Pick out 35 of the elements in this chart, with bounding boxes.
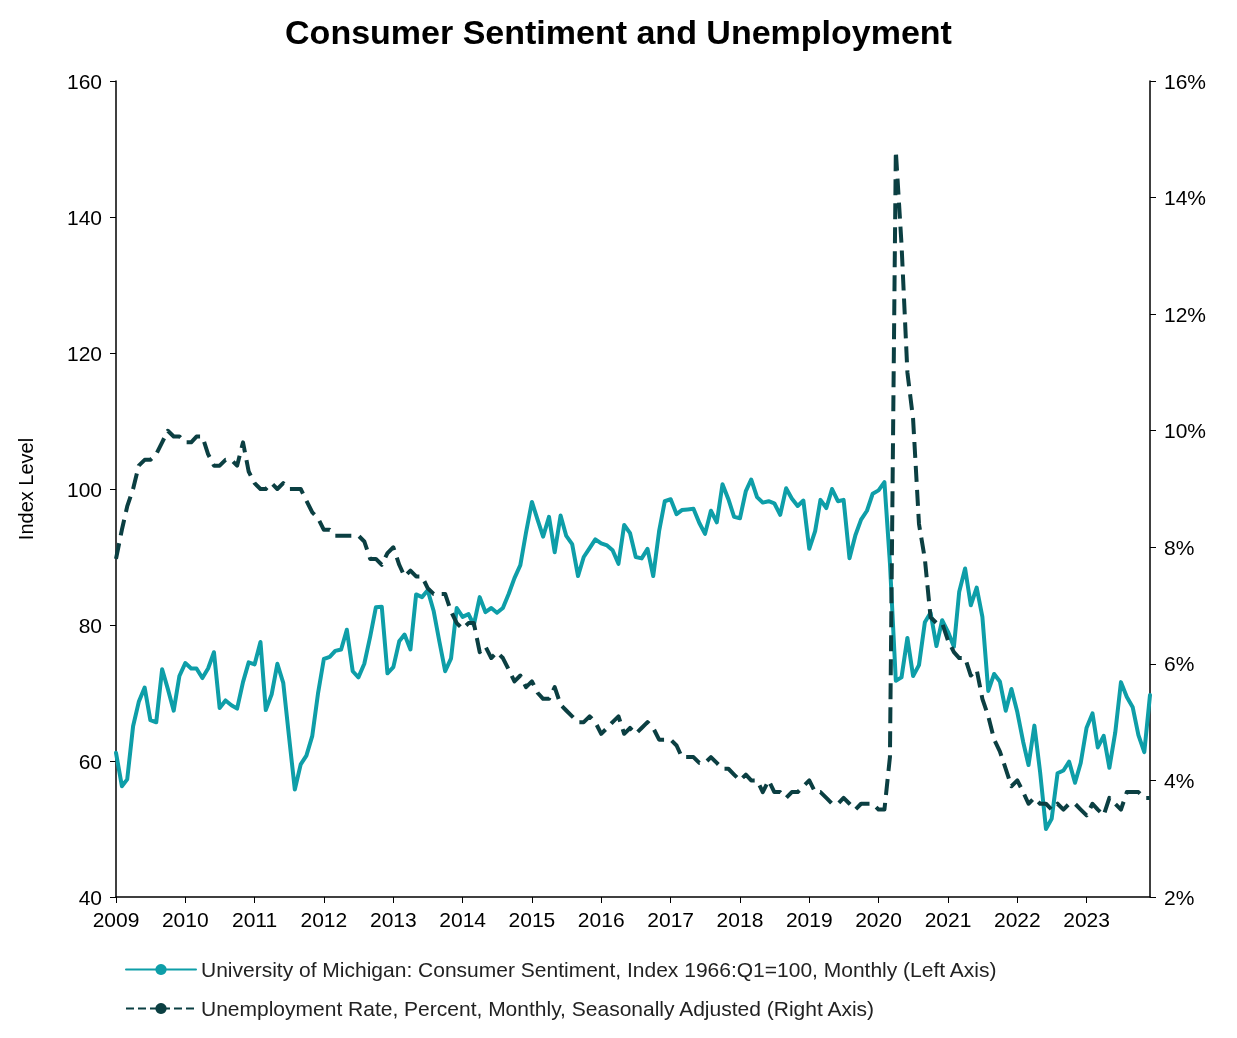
y2-tick-label: 8% <box>1164 535 1195 559</box>
y-tick-label: 80 <box>78 613 102 637</box>
chart-title: Consumer Sentiment and Unemployment <box>285 13 952 51</box>
y2-tick-label: 16% <box>1164 69 1207 93</box>
legend-label: University of Michigan: Consumer Sentiment, Index 1966:Q1=100, Monthly (Left Axis) <box>201 958 997 981</box>
x-tick-label: 2021 <box>924 908 972 931</box>
x-tick-label: 2014 <box>439 908 487 931</box>
x-tick-label: 2013 <box>369 908 417 931</box>
x-tick-label: 2017 <box>647 908 695 931</box>
y-axis-title: Index Level <box>15 437 37 541</box>
x-tick-label: 2009 <box>92 908 140 931</box>
y-tick-label: 60 <box>78 749 102 773</box>
x-tick-label: 2015 <box>508 908 556 931</box>
y-tick-label: 140 <box>66 205 102 229</box>
y2-tick-label: 14% <box>1164 186 1207 210</box>
legend-label: Unemployment Rate, Percent, Monthly, Seasonally Adjusted (Right Axis) <box>201 997 875 1020</box>
y2-tick-label: 6% <box>1164 652 1195 676</box>
y2-tick-label: 12% <box>1164 302 1207 326</box>
x-tick-label: 2019 <box>785 908 833 931</box>
x-tick-label: 2018 <box>716 908 764 931</box>
x-tick-label: 2012 <box>300 908 348 931</box>
y2-tick-label: 10% <box>1164 419 1207 443</box>
y-tick-label: 100 <box>66 477 102 501</box>
y2-tick-label: 4% <box>1164 768 1195 792</box>
y-tick-label: 120 <box>66 341 102 365</box>
x-tick-label: 2010 <box>161 908 209 931</box>
x-tick-label: 2020 <box>855 908 902 931</box>
x-tick-label: 2011 <box>231 908 278 931</box>
x-tick-label: 2023 <box>1063 908 1110 931</box>
line-series <box>114 477 1152 831</box>
y-tick-label: 160 <box>66 69 102 93</box>
x-tick-label: 2022 <box>993 908 1041 931</box>
x-tick-label: 2016 <box>577 908 625 931</box>
y-tick-label: 40 <box>78 885 102 909</box>
y2-tick-label: 2% <box>1164 885 1195 909</box>
